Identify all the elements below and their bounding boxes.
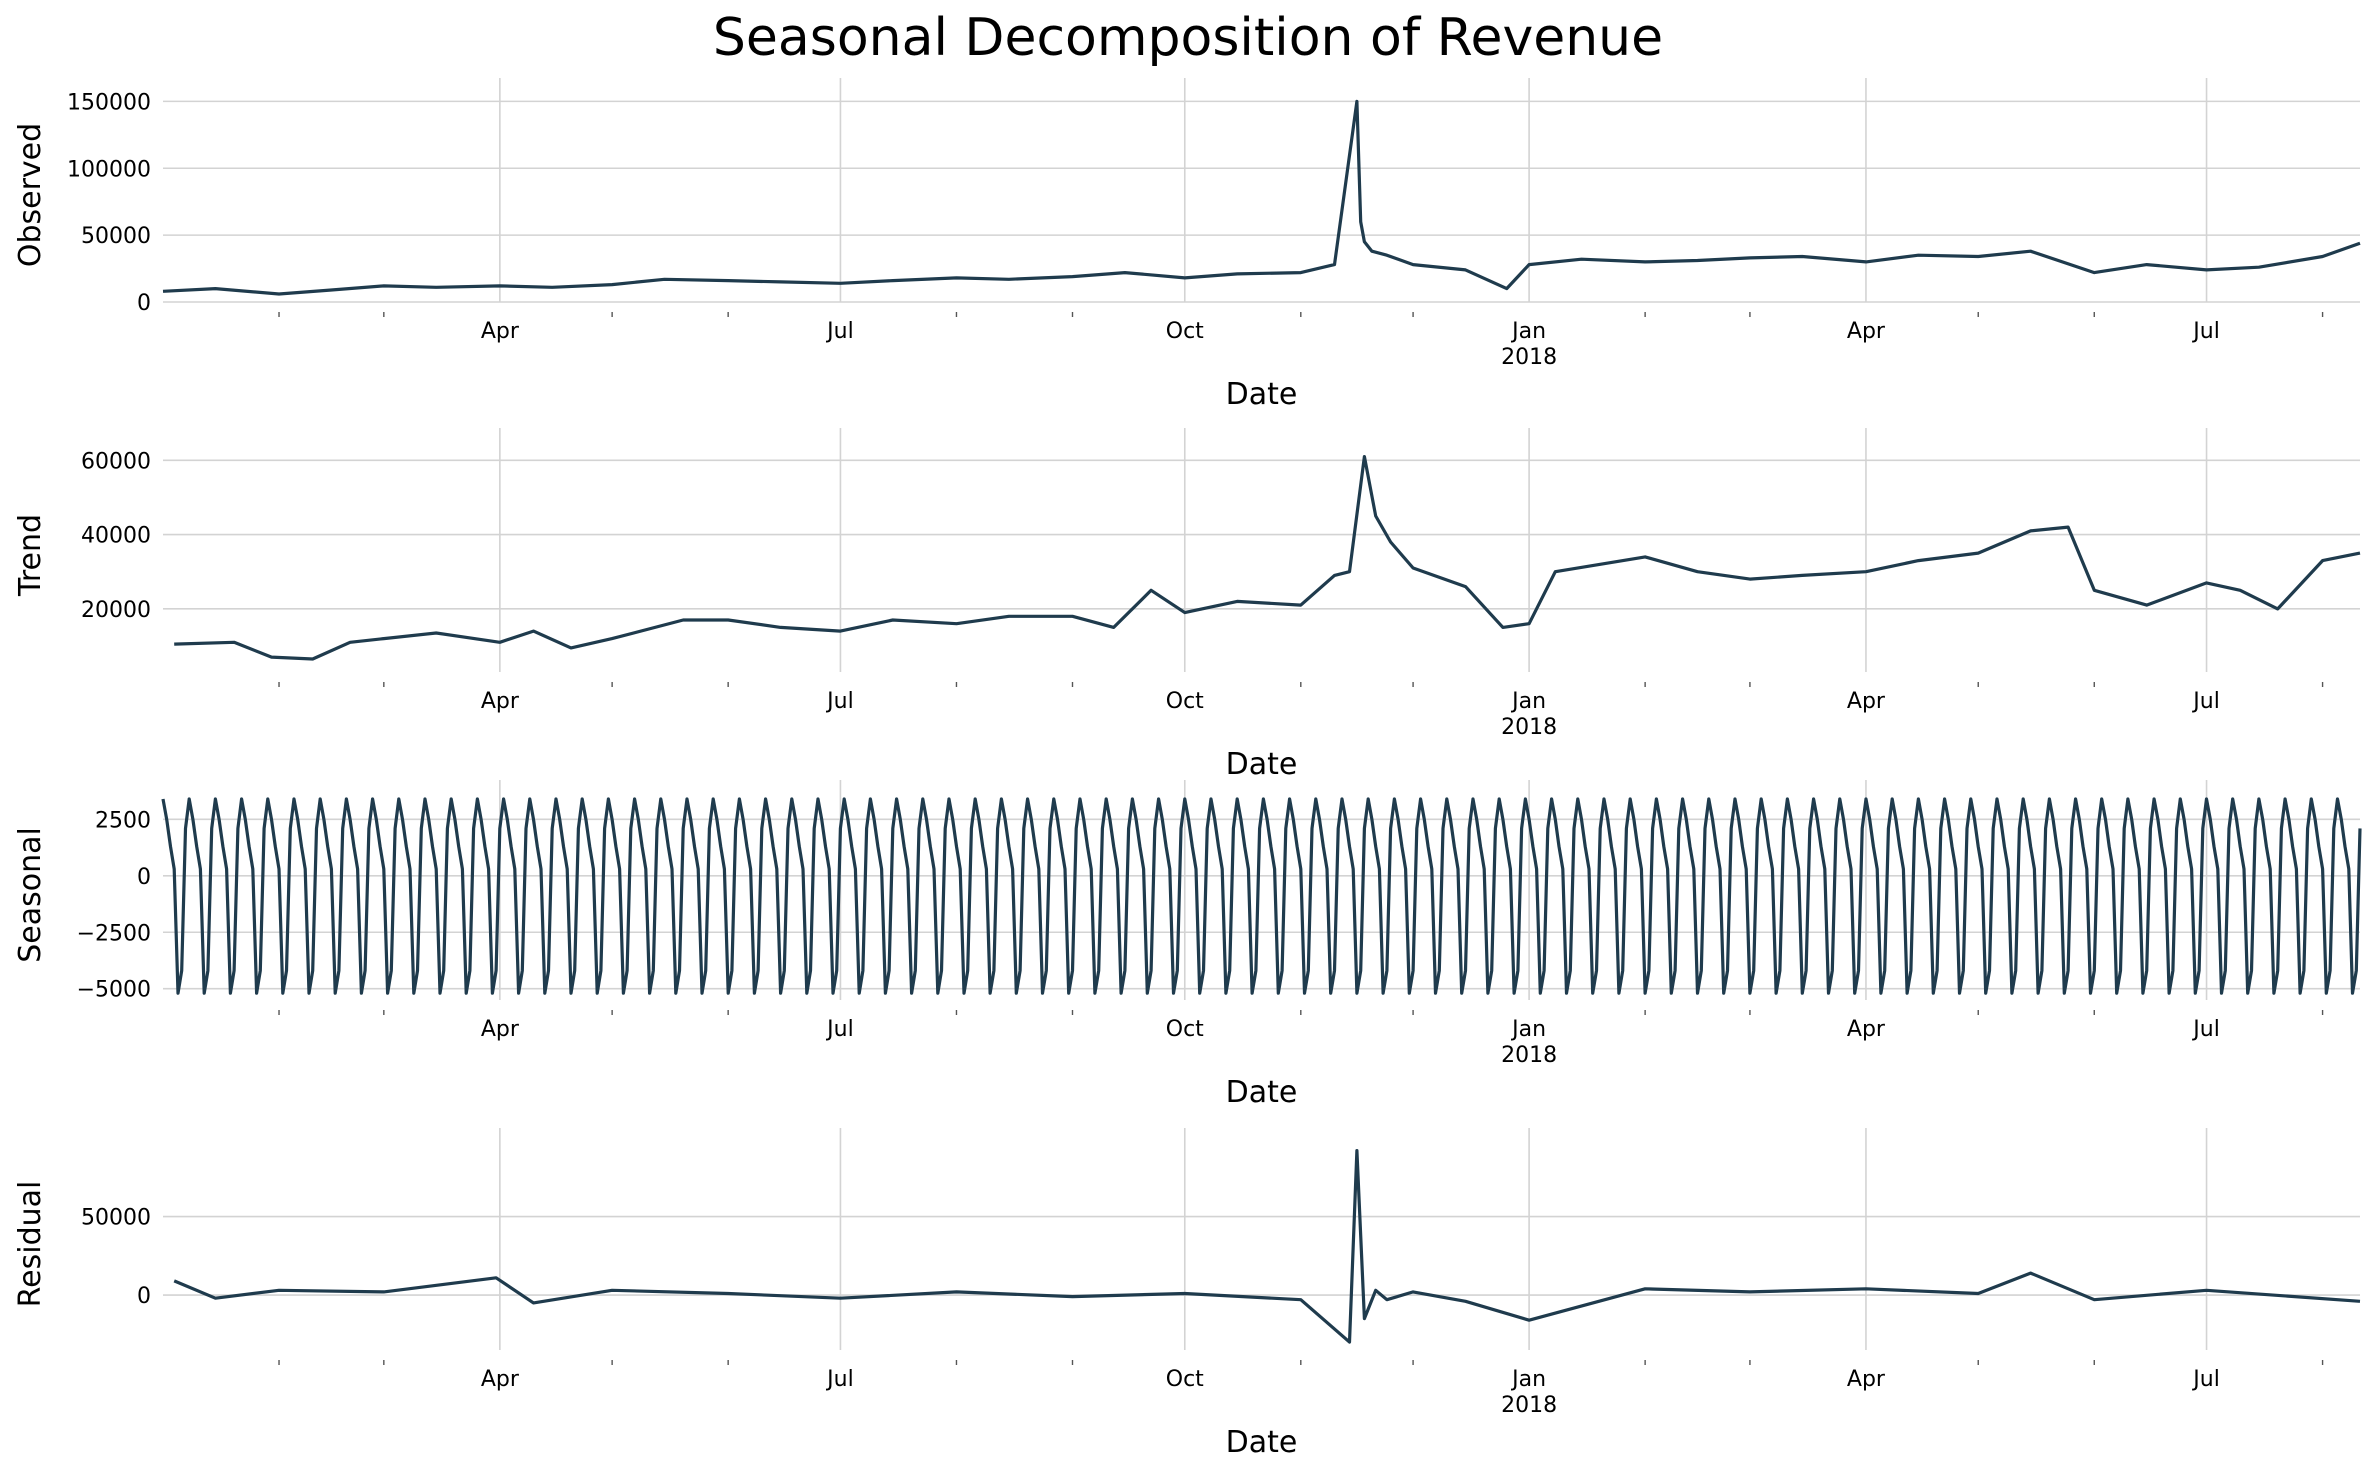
- seasonal-xtick-label: Jul: [2191, 1017, 2220, 1042]
- seasonal-ylabel: Seasonal: [13, 827, 48, 963]
- seasonal-series-line: [161, 797, 2362, 995]
- residual-series-line: [173, 1148, 2361, 1344]
- observed-xtick-label: Apr: [1847, 319, 1886, 344]
- residual-ytick-label: 50000: [81, 1206, 151, 1231]
- observed-xtick-label: Jan: [1510, 319, 1546, 344]
- seasonal-ytick-label: −2500: [77, 921, 151, 946]
- trend-series-line: [174, 455, 2361, 661]
- observed-ytick-label: 50000: [81, 224, 151, 249]
- residual-xtick-label: Apr: [1847, 1367, 1886, 1392]
- residual-xtick-label: Apr: [481, 1367, 520, 1392]
- seasonal-ytick-label: 2500: [95, 808, 151, 833]
- observed-xtick-year: 2018: [1501, 345, 1557, 370]
- trend-xtick-label: Apr: [481, 689, 520, 714]
- residual-xtick-label: Oct: [1166, 1367, 1204, 1392]
- trend-xtick-label: Jul: [2191, 689, 2220, 714]
- trend-ytick-label: 40000: [81, 524, 151, 549]
- residual-xtick-year: 2018: [1501, 1393, 1557, 1418]
- residual-xtick-label: Jan: [1510, 1367, 1546, 1392]
- seasonal-xtick-label: Jan: [1510, 1017, 1546, 1042]
- trend-ytick-label: 60000: [81, 449, 151, 474]
- trend-ytick-label: 20000: [81, 598, 151, 623]
- trend-ylabel: Trend: [13, 514, 48, 597]
- observed-series-line: [162, 99, 2361, 296]
- seasonal-xtick-label: Apr: [481, 1017, 520, 1042]
- seasonal-xtick-label: Oct: [1166, 1017, 1204, 1042]
- seasonal-ytick-label: −5000: [77, 978, 151, 1003]
- seasonal-xtick-label: Apr: [1847, 1017, 1886, 1042]
- seasonal-xlabel: Date: [1226, 1075, 1298, 1110]
- observed-ytick-label: 0: [137, 291, 151, 316]
- observed-ytick-label: 100000: [67, 157, 151, 182]
- observed-xtick-label: Apr: [481, 319, 520, 344]
- chart-title: Seasonal Decomposition of Revenue: [712, 8, 1664, 68]
- observed-xtick-label: Jul: [825, 319, 854, 344]
- observed-ylabel: Observed: [13, 123, 48, 267]
- residual-ytick-label: 0: [137, 1284, 151, 1309]
- observed-xtick-label: Oct: [1166, 319, 1204, 344]
- trend-xtick-label: Apr: [1847, 689, 1886, 714]
- residual-xtick-label: Jul: [825, 1367, 854, 1392]
- residual-ylabel: Residual: [13, 1181, 48, 1308]
- seasonal-ytick-label: 0: [137, 865, 151, 890]
- trend-xtick-year: 2018: [1501, 715, 1557, 740]
- residual-xlabel: Date: [1226, 1425, 1298, 1460]
- trend-xtick-label: Oct: [1166, 689, 1204, 714]
- seasonal-xtick-label: Jul: [825, 1017, 854, 1042]
- trend-xlabel: Date: [1226, 747, 1298, 782]
- observed-xtick-label: Jul: [2191, 319, 2220, 344]
- seasonal-xtick-year: 2018: [1501, 1043, 1557, 1068]
- observed-xlabel: Date: [1226, 377, 1298, 412]
- residual-xtick-label: Jul: [2191, 1367, 2220, 1392]
- observed-ytick-label: 150000: [67, 90, 151, 115]
- trend-xtick-label: Jan: [1510, 689, 1546, 714]
- trend-xtick-label: Jul: [825, 689, 854, 714]
